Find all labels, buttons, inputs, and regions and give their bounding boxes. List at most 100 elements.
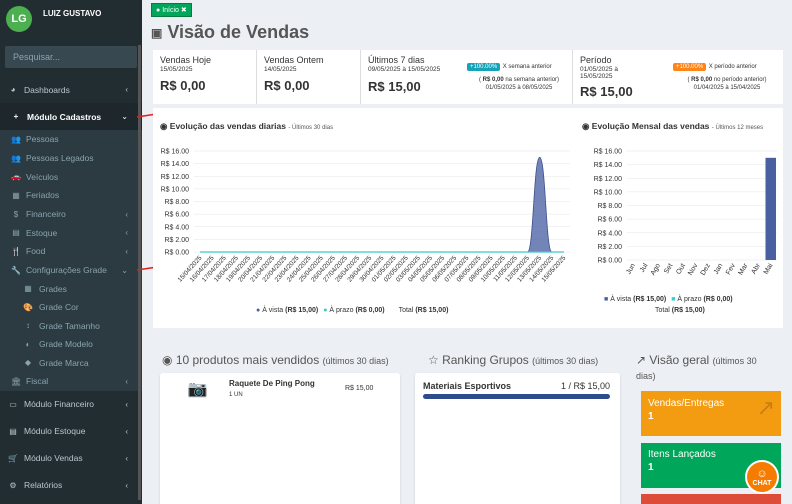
- plus-icon: +: [13, 112, 19, 121]
- trend-up-icon: ↗: [756, 395, 775, 420]
- tile-third[interactable]: [641, 494, 781, 504]
- x-tick-label: Jan: [713, 262, 725, 275]
- legend-vista-label[interactable]: À vista: [262, 307, 284, 314]
- tile-vendas-entregas[interactable]: Vendas/Entregas 1 ↗: [641, 391, 781, 436]
- product-qty: 1 UN: [229, 392, 243, 398]
- ranking-item-name: Materiais Esportivos: [423, 381, 512, 391]
- chat-button[interactable]: ☺ CHAT: [745, 460, 779, 494]
- sidebar-item-financeiro[interactable]: $ Financeiro ‹: [0, 205, 142, 224]
- badge-text: X semana anterior: [502, 64, 552, 70]
- chevron-left-icon: ‹: [125, 480, 128, 490]
- sidebar-item-label: Configurações Grade: [26, 265, 107, 276]
- y-tick-label: R$ 6.00: [164, 212, 189, 219]
- box-title: 10 produtos mais vendidos: [175, 353, 320, 367]
- chart-title: Evolução das vendas diarias: [169, 121, 287, 131]
- close-icon[interactable]: ✖: [178, 7, 187, 14]
- stat-date: 15/05/2025: [580, 73, 613, 80]
- y-tick-label: R$ 0.00: [597, 258, 622, 265]
- sidebar-item-pessoas-legados[interactable]: 👥 Pessoas Legados: [0, 149, 142, 168]
- tile-label: Itens Lançados: [648, 449, 716, 460]
- gear-icon: ⚙: [9, 480, 17, 490]
- legend-prazo-label[interactable]: À prazo: [329, 307, 354, 314]
- prev-range: 01/05/2025 à 08/05/2025: [485, 85, 553, 91]
- legend-vista-label[interactable]: À vista: [610, 296, 632, 303]
- stat-label: Vendas Hoje: [160, 55, 212, 65]
- percent-badge: +100.00%: [467, 63, 501, 71]
- avatar[interactable]: LG: [6, 6, 32, 32]
- sidebar-item-grades[interactable]: ▦ Grades: [0, 280, 142, 299]
- stat-date: 09/05/2025 à 15/05/2025: [368, 66, 441, 73]
- legend-vista-swatch: ■: [604, 296, 609, 303]
- x-tick-label: Nov: [687, 262, 700, 277]
- sidebar-item-food[interactable]: 🍴 Food ‹: [0, 242, 142, 261]
- stat-periodo: Período 01/05/2025 à 15/05/2025 R$ 15,00…: [573, 50, 783, 104]
- prev-value: R$ 0,00: [482, 77, 504, 83]
- sidebar-item-grade-tamanho[interactable]: ↕ Grade Tamanho: [0, 317, 142, 336]
- box-icon: ▤: [9, 426, 17, 436]
- y-tick-label: R$ 8.00: [597, 203, 622, 210]
- box-title: Visão geral: [649, 353, 710, 367]
- sidebar-item-modulo-cadastros[interactable]: + Módulo Cadastros ⌄: [0, 103, 142, 130]
- sidebar-item-label: Pessoas Legados: [26, 153, 94, 164]
- product-image-placeholder: 📷: [187, 381, 208, 398]
- bar-vista: [765, 157, 776, 260]
- y-tick-label: R$ 10.00: [161, 186, 190, 193]
- sidebar-item-label: Grade Cor: [39, 302, 79, 313]
- x-tick-label: Abr: [750, 262, 762, 276]
- sidebar-item-estoque[interactable]: ▤ Estoque ‹: [0, 223, 142, 242]
- chevron-left-icon: ‹: [125, 426, 128, 436]
- sidebar-item-dashboards[interactable]: ◕ Dashboards ‹: [0, 76, 142, 103]
- chevron-down-icon: ⌄: [121, 265, 128, 275]
- stat-date: 14/05/2025: [264, 66, 297, 73]
- sidebar-item-relatorios[interactable]: ⚙ Relatórios ‹: [0, 472, 142, 499]
- user-panel: LG LUIZ GUSTAVO: [0, 0, 142, 38]
- overview-title: ↗ Visão geral (últimos 30 dias): [636, 353, 776, 383]
- y-tick-label: R$ 16.00: [161, 149, 190, 156]
- box-subtitle: (últimos 30 dias): [532, 356, 599, 366]
- cart-icon: 🛒: [8, 453, 18, 463]
- sidebar-item-grade-modelo[interactable]: ◐ Grade Modelo: [0, 335, 142, 354]
- breadcrumb[interactable]: ● Início ✖: [151, 3, 192, 17]
- y-tick-label: R$ 10.00: [594, 189, 623, 196]
- sidebar-item-modulo-financeiro[interactable]: ▭ Módulo Financeiro ‹: [0, 391, 142, 418]
- monthly-total: Total (R$ 15,00): [655, 307, 705, 314]
- sidebar-item-label: Módulo Cadastros: [27, 111, 102, 122]
- legend-prazo-label[interactable]: À prazo: [677, 296, 702, 303]
- grid-icon: ▦: [24, 284, 32, 294]
- charts-panel: [153, 108, 783, 328]
- sidebar-item-configuracoes-grade[interactable]: 🔧 Configurações Grade ⌄: [0, 261, 142, 280]
- sidebar-item-grade-cor[interactable]: 🎨 Grade Cor: [0, 298, 142, 317]
- stat-label: Período: [580, 55, 612, 65]
- dollar-icon: $: [13, 209, 19, 219]
- sidebar-item-veiculos[interactable]: 🚗 Veículos: [0, 167, 142, 186]
- sidebar-item-grade-marca[interactable]: ◆ Grade Marca: [0, 354, 142, 373]
- x-tick-label: Fev: [725, 262, 737, 276]
- sidebar-item-modulo-estoque[interactable]: ▤ Módulo Estoque ‹: [0, 418, 142, 445]
- legend-total-label: Total: [398, 307, 414, 314]
- sidebar: LG LUIZ GUSTAVO Pesquisar... ◕ Dashboards…: [0, 0, 142, 504]
- star-icon: ☆: [428, 353, 443, 367]
- top-products-title: ◉ 10 produtos mais vendidos (últimos 30 …: [162, 353, 389, 367]
- car-icon: 🚗: [11, 172, 21, 182]
- chart-icon: ◉: [160, 121, 170, 131]
- sidebar-item-modulo-vendas[interactable]: 🛒 Módulo Vendas ‹: [0, 445, 142, 472]
- tile-label: Vendas/Entregas: [648, 398, 725, 409]
- sidebar-item-pessoas[interactable]: 👥 Pessoas: [0, 130, 142, 149]
- sidebar-item-fiscal[interactable]: 🏛 Fiscal ‹: [0, 372, 142, 391]
- y-tick-label: R$ 14.00: [594, 162, 623, 169]
- search-input[interactable]: Pesquisar...: [5, 46, 137, 68]
- sidebar-item-label: Financeiro: [26, 209, 66, 220]
- tile-value: 1: [648, 411, 654, 422]
- chat-icon: ☺: [756, 467, 768, 480]
- line-chart-icon: ↗: [636, 353, 650, 367]
- sidebar-item-label: Veículos: [26, 171, 59, 182]
- sidebar-scrollbar[interactable]: [138, 45, 141, 500]
- sidebar-item-feriados[interactable]: ▦ Feriados: [0, 186, 142, 205]
- daily-chart: R$ 0.00 R$ 2.00 R$ 4.00 R$ 6.00 R$ 8.00 R$ 10…: [161, 149, 570, 284]
- x-tick-label: Jul: [639, 262, 650, 274]
- ranking-title: ☆ Ranking Grupos (últimos 30 dias): [428, 353, 598, 367]
- x-tick-label: Dez: [700, 262, 713, 277]
- stat-value: R$ 0,00: [264, 78, 310, 93]
- sidebar-item-label: Módulo Estoque: [24, 426, 86, 437]
- y-tick-label: R$ 6.00: [597, 217, 622, 224]
